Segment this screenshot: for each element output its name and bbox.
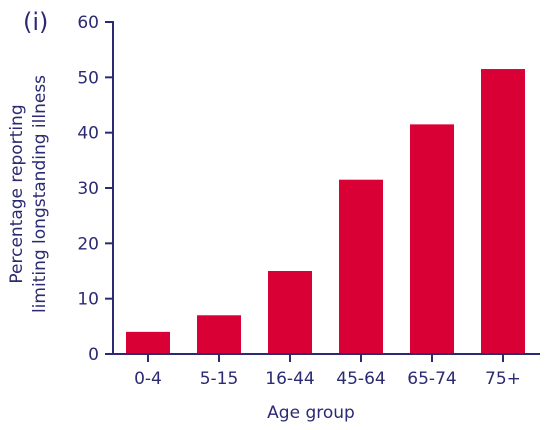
bar-45-64 (339, 179, 383, 354)
x-tick-label: 5-15 (200, 369, 239, 389)
bars (126, 69, 525, 355)
y-tick-label: 60 (77, 13, 99, 33)
bar-65-74 (410, 124, 454, 354)
bar-0-4 (126, 331, 170, 354)
bar-75+ (481, 69, 525, 355)
y-axis-title: Percentage reporting limiting longstandi… (7, 75, 50, 313)
y-tick-label: 20 (77, 234, 99, 254)
y-tick-label: 50 (77, 68, 99, 88)
x-tick-label: 0-4 (134, 369, 162, 389)
y-axis-title-line-1: Percentage reporting (7, 104, 27, 283)
y-tick-label: 40 (77, 124, 99, 144)
x-axis-ticks: 0-4 5-15 16-44 45-64 65-74 75+ (134, 354, 521, 389)
y-axis-title-line-2: limiting longstanding illness (30, 75, 50, 313)
x-tick-label: 65-74 (407, 369, 456, 389)
y-tick-label: 30 (77, 179, 99, 199)
bar-16-44 (268, 271, 312, 354)
x-tick-label: 45-64 (336, 369, 385, 389)
y-tick-label: 0 (88, 345, 99, 365)
panel-label: (i) (23, 8, 48, 36)
bar-5-15 (197, 315, 241, 354)
x-tick-label: 75+ (485, 369, 521, 389)
x-axis-title: Age group (267, 403, 355, 423)
y-tick-label: 10 (77, 290, 99, 310)
y-axis-ticks: 0 10 20 30 40 50 60 (77, 13, 113, 365)
x-tick-label: 16-44 (265, 369, 314, 389)
